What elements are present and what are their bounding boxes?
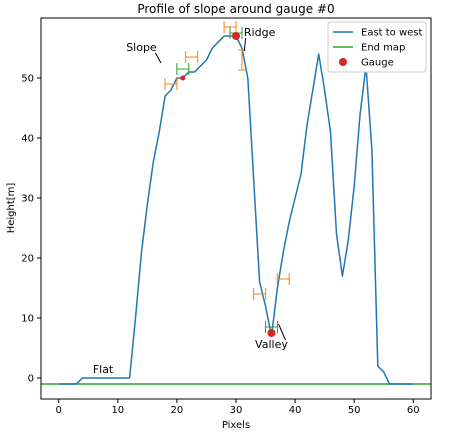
annotation-text: Slope	[126, 41, 157, 54]
legend-label: End map	[361, 43, 405, 54]
x-tick-label: 10	[111, 405, 124, 416]
x-tick-label: 20	[171, 405, 184, 416]
slope-marker	[176, 63, 190, 75]
legend: East to west End map Gauge	[327, 21, 427, 73]
y-tick-label: 10	[21, 314, 34, 325]
x-tick-label: 50	[348, 405, 361, 416]
x-tick-label: 60	[407, 405, 420, 416]
legend-entry: East to west	[333, 28, 423, 39]
y-tick-label: 0	[28, 374, 34, 385]
legend-label: East to west	[361, 28, 423, 39]
gauge-point	[232, 32, 240, 40]
x-axis-label: Pixels	[222, 420, 250, 431]
plot-area: Slope Ridge Valley Flat	[41, 21, 431, 385]
gauge-point	[180, 75, 186, 81]
legend-entry: Gauge	[339, 58, 394, 69]
x-tick-label: 30	[230, 405, 243, 416]
legend-swatch	[339, 58, 347, 66]
gauge-point	[267, 329, 276, 337]
east-to-west-line	[58, 35, 414, 385]
slope-marker	[264, 321, 278, 333]
chart-title: Profile of slope around gauge #0	[137, 2, 334, 16]
x-tick-label: 0	[56, 405, 62, 416]
annotation-arrow	[278, 323, 286, 341]
slope-marker	[185, 51, 199, 63]
annotation-arrow	[243, 37, 247, 52]
plot-frame	[40, 17, 432, 400]
y-tick-label: 40	[21, 134, 34, 145]
y-tick-label: 30	[21, 194, 34, 205]
y-axis-label: Height[m]	[6, 183, 17, 234]
annotation-text: Flat	[93, 363, 114, 376]
annotation-arrow	[155, 52, 162, 64]
y-tick-label: 20	[21, 254, 34, 265]
legend-box	[327, 21, 427, 73]
x-tick-label: 40	[289, 405, 302, 416]
y-tick-label: 50	[21, 74, 34, 85]
slope-marker	[253, 288, 267, 300]
slope-marker	[164, 78, 178, 90]
legend-entry: End map	[333, 43, 405, 54]
annotation-text: Valley	[255, 338, 288, 351]
slope-marker	[276, 273, 290, 285]
annotation-text: Ridge	[244, 26, 276, 39]
legend-label: Gauge	[361, 58, 394, 69]
axis-ticks: 0 10 20 30 40 50 60 0 10 20 30 40 50	[21, 74, 419, 417]
